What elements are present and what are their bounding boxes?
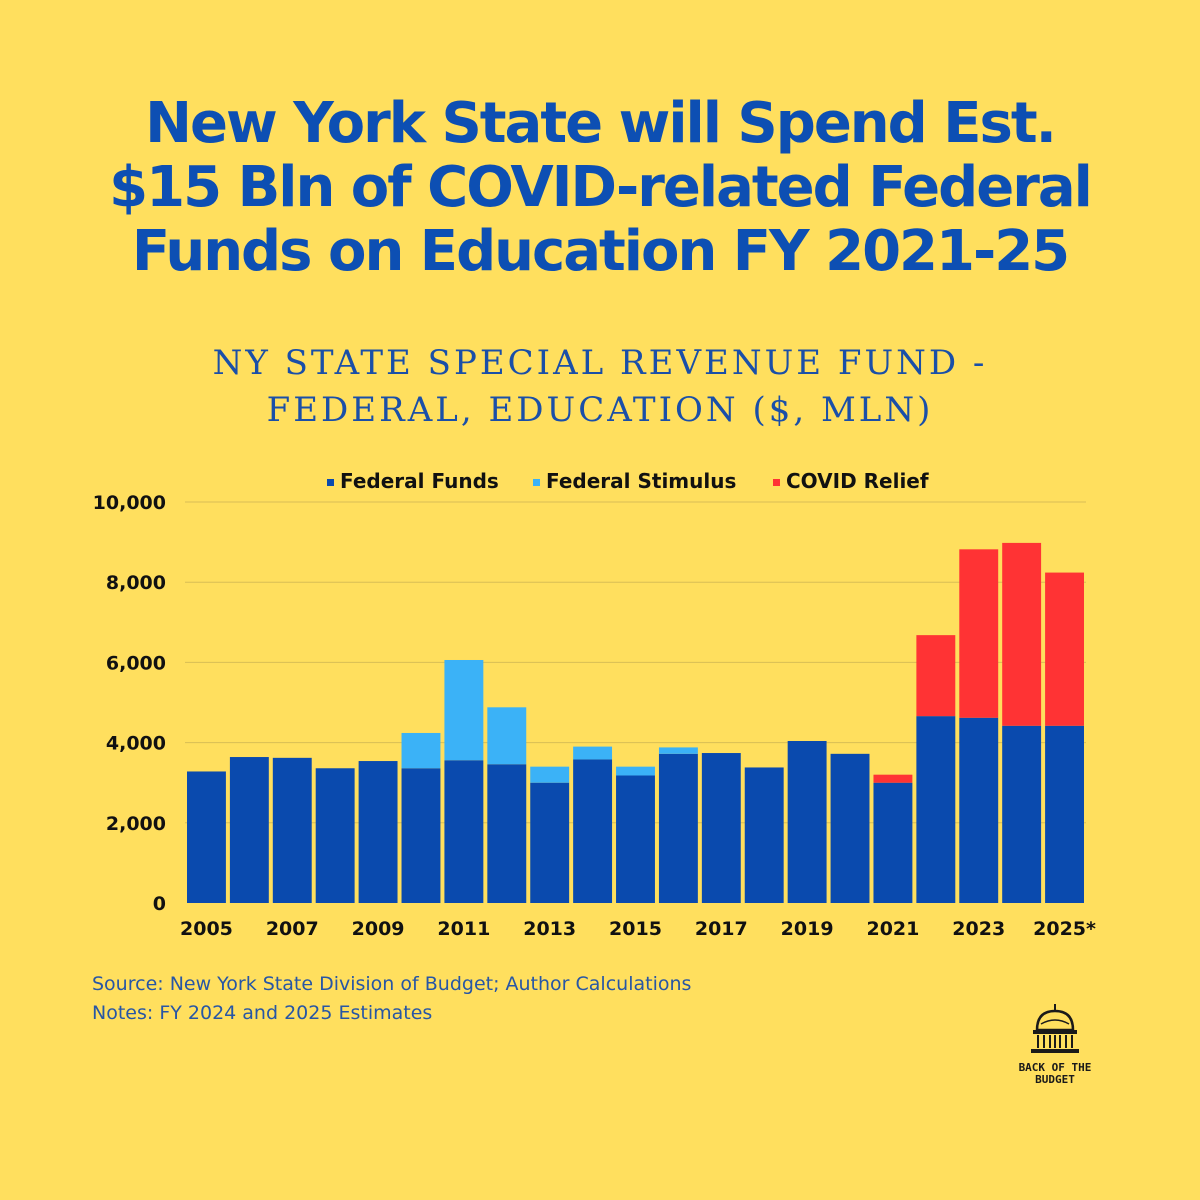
bar-federal-stimulus bbox=[444, 659, 484, 761]
bar-federal-stimulus bbox=[658, 747, 698, 754]
y-tick-label: 6,000 bbox=[106, 652, 166, 674]
bar-federal-funds bbox=[1045, 725, 1084, 903]
legend-swatch bbox=[327, 479, 334, 486]
y-tick-label: 8,000 bbox=[106, 572, 166, 594]
bar-federal-funds bbox=[229, 757, 269, 903]
bar-federal-funds bbox=[272, 757, 312, 903]
bar-federal-stimulus bbox=[487, 707, 527, 765]
capitol-dome-icon bbox=[1031, 1004, 1079, 1053]
x-tick-label: 2023 bbox=[952, 918, 1005, 940]
chart-bars bbox=[187, 542, 1084, 903]
stacked-bar-chart: Federal Funds Federal Stimulus COVID Relie… bbox=[93, 469, 1096, 940]
bar-federal-funds bbox=[1002, 725, 1042, 903]
chart-notes: Source: New York State Division of Budge… bbox=[92, 970, 691, 1028]
bar-federal-funds bbox=[530, 782, 570, 903]
chart-title-line-2: FEDERAL, EDUCATION ($, MLN) bbox=[266, 390, 934, 430]
bar-covid-relief bbox=[1045, 572, 1084, 726]
bar-covid-relief bbox=[959, 549, 999, 718]
x-tick-label: 2025* bbox=[1033, 918, 1096, 940]
bar-federal-funds bbox=[701, 753, 741, 903]
chart-title: NY STATE SPECIAL REVENUE FUND - FEDERAL,… bbox=[60, 340, 1140, 434]
x-tick-label: 2007 bbox=[266, 918, 319, 940]
bar-federal-funds bbox=[959, 717, 999, 903]
headline-line-2: $15 Bln of COVID-related Federal bbox=[109, 155, 1093, 220]
bar-federal-funds bbox=[873, 782, 913, 903]
bar-federal-funds bbox=[187, 771, 226, 903]
y-tick-label: 2,000 bbox=[106, 813, 166, 835]
bar-covid-relief bbox=[916, 635, 956, 717]
legend-label: Federal Funds bbox=[340, 469, 499, 493]
x-tick-label: 2017 bbox=[695, 918, 748, 940]
headline: New York State will Spend Est. $15 Bln o… bbox=[40, 92, 1160, 284]
bar-federal-funds bbox=[315, 768, 355, 903]
bar-federal-funds bbox=[487, 764, 527, 903]
logo-line-1: BACK OF THE bbox=[1018, 1061, 1092, 1074]
bar-federal-funds bbox=[916, 716, 956, 903]
x-axis: 2005 2007 2009 2011 2013 2015 2017 2019 2021 2023… bbox=[180, 918, 1096, 940]
y-tick-label: 0 bbox=[153, 893, 166, 915]
x-tick-label: 2019 bbox=[781, 918, 834, 940]
y-tick-label: 4,000 bbox=[106, 733, 166, 755]
bar-federal-stimulus bbox=[616, 766, 655, 776]
bar-federal-funds bbox=[444, 760, 484, 903]
bar-federal-funds bbox=[616, 775, 655, 903]
legend-swatch bbox=[773, 479, 780, 486]
y-tick-label: 10,000 bbox=[93, 492, 166, 514]
bar-federal-stimulus bbox=[401, 732, 441, 769]
source-note: Source: New York State Division of Budge… bbox=[92, 973, 692, 995]
x-tick-label: 2005 bbox=[180, 918, 233, 940]
x-tick-label: 2021 bbox=[866, 918, 919, 940]
legend-label: Federal Stimulus bbox=[546, 469, 736, 493]
bar-federal-stimulus bbox=[530, 766, 570, 783]
back-of-the-budget-logo: BACK OF THE BUDGET bbox=[1005, 1002, 1105, 1086]
legend-swatch bbox=[533, 479, 540, 486]
chart-legend: Federal Funds Federal Stimulus COVID Relie… bbox=[327, 469, 929, 493]
bar-federal-funds bbox=[401, 768, 441, 903]
bar-covid-relief bbox=[873, 774, 913, 783]
legend-label: COVID Relief bbox=[786, 469, 929, 493]
bar-federal-funds bbox=[744, 767, 784, 903]
chart-title-line-1: NY STATE SPECIAL REVENUE FUND - bbox=[212, 343, 988, 383]
bar-federal-stimulus bbox=[573, 746, 613, 760]
bar-federal-funds bbox=[787, 740, 827, 903]
headline-line-1: New York State will Spend Est. bbox=[145, 91, 1057, 156]
bar-federal-funds bbox=[573, 759, 613, 903]
x-tick-label: 2013 bbox=[523, 918, 576, 940]
bar-covid-relief bbox=[1002, 542, 1042, 726]
y-axis: 0 2,000 4,000 6,000 8,000 10,000 bbox=[93, 492, 166, 915]
estimates-note: Notes: FY 2024 and 2025 Estimates bbox=[92, 1002, 433, 1024]
bar-federal-funds bbox=[830, 753, 870, 903]
headline-line-3: Funds on Education FY 2021-25 bbox=[131, 219, 1070, 284]
logo-text: BACK OF THE BUDGET bbox=[1005, 1062, 1105, 1086]
x-tick-label: 2015 bbox=[609, 918, 662, 940]
x-tick-label: 2011 bbox=[437, 918, 490, 940]
bar-federal-funds bbox=[658, 753, 698, 903]
x-tick-label: 2009 bbox=[352, 918, 405, 940]
bar-federal-funds bbox=[358, 761, 398, 903]
logo-line-2: BUDGET bbox=[1035, 1073, 1075, 1086]
